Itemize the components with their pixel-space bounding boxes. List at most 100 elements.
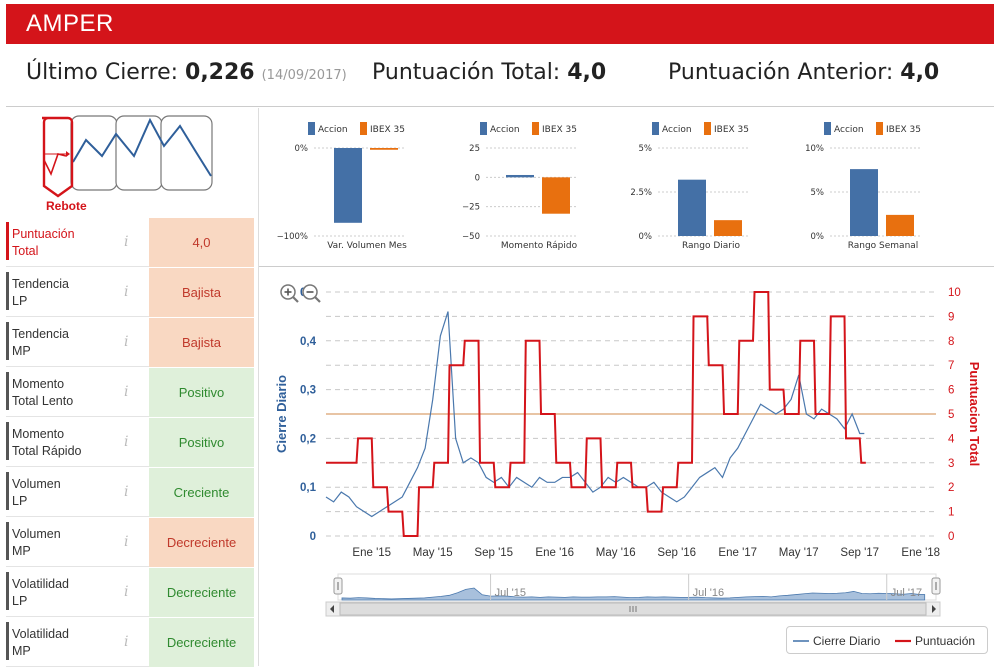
y-right-tick: 8 xyxy=(948,336,954,348)
navigator-label: Jul '15 xyxy=(495,587,526,599)
indicator-value: Bajista xyxy=(149,318,254,367)
legend-swatch-ibex xyxy=(360,122,367,135)
x-tick-label: Ene '17 xyxy=(718,547,757,559)
previous-score: Puntuación Anterior: 4,0 xyxy=(668,60,940,85)
bar-ibex[interactable] xyxy=(886,214,914,236)
y-right-tick: 5 xyxy=(948,409,954,421)
indicator-value: Bajista xyxy=(149,268,254,317)
bar-accion[interactable] xyxy=(334,148,362,223)
indicator-value: Positivo xyxy=(149,418,254,467)
y-left-tick: 0,2 xyxy=(300,433,316,445)
legend-swatch-accion xyxy=(480,122,487,135)
zoom-out-icon[interactable] xyxy=(302,284,321,303)
row-accent xyxy=(6,222,9,260)
info-icon[interactable]: i xyxy=(124,534,129,550)
mini-legend: Accion IBEX 35 xyxy=(308,122,405,135)
info-icon[interactable]: i xyxy=(124,234,129,250)
legend-puntuacion[interactable]: Puntuación xyxy=(915,634,975,648)
legend-ibex: IBEX 35 xyxy=(886,125,921,135)
bar-accion[interactable] xyxy=(506,174,534,178)
y-tick-label: 0 xyxy=(475,173,480,183)
chart-title: Var. Volumen Mes xyxy=(327,241,407,251)
y-tick-label: −50 xyxy=(462,232,480,242)
indicator-row: Volatilidad MP i Decreciente xyxy=(6,618,254,667)
indicator-value: Decreciente xyxy=(149,518,254,567)
chart-legend[interactable]: Cierre Diario Puntuación xyxy=(786,626,988,654)
y-left-tick: 0 xyxy=(310,531,316,543)
last-close-value: 0,226 xyxy=(185,60,255,85)
indicator-row: Momento Total Lento i Positivo xyxy=(6,368,254,417)
row-accent xyxy=(6,322,9,360)
summary-bar: Último Cierre: 0,226 (14/09/2017) Puntua… xyxy=(0,60,994,94)
range-navigator[interactable]: Jul '15 Jul '16 Jul '17 xyxy=(333,573,941,601)
total-score-value: 4,0 xyxy=(567,60,607,85)
legend-swatch-ibex xyxy=(704,122,711,135)
indicator-value: Decreciente xyxy=(149,568,254,617)
y-tick-label: −25 xyxy=(462,203,480,213)
legend-swatch-accion xyxy=(652,122,659,135)
indicator-value: 4,0 xyxy=(149,218,254,267)
y-right-label: Puntuacion Total xyxy=(967,362,982,466)
y-right-tick: 7 xyxy=(948,360,954,372)
mini-chart-momento: Accion IBEX 35 25 0 −25 −50 Momento Rápido xyxy=(442,118,612,258)
bar-ibex[interactable] xyxy=(370,148,398,150)
bar-accion[interactable] xyxy=(850,169,878,236)
info-icon[interactable]: i xyxy=(124,434,129,450)
indicator-value: Creciente xyxy=(149,468,254,517)
indicator-row: Puntuación Total i 4,0 xyxy=(6,218,254,267)
info-icon[interactable]: i xyxy=(124,284,129,300)
legend-ibex: IBEX 35 xyxy=(714,125,749,135)
info-icon[interactable]: i xyxy=(124,384,129,400)
legend-cierre[interactable]: Cierre Diario xyxy=(813,634,881,648)
app-title: AMPER xyxy=(26,10,114,37)
signal-label: Rebote xyxy=(46,199,87,213)
y-tick-label: 2.5% xyxy=(630,188,652,198)
indicator-value: Decreciente xyxy=(149,618,254,667)
bar-chart-svg: Accion IBEX 35 0% −100% Var. Volumen Mes xyxy=(277,122,407,251)
info-icon[interactable]: i xyxy=(124,484,129,500)
info-icon[interactable]: i xyxy=(124,634,129,650)
series-puntuacion[interactable] xyxy=(326,291,866,537)
x-tick-label: Sep '17 xyxy=(840,547,879,559)
bar-accion[interactable] xyxy=(678,179,706,236)
indicator-row: Volatilidad LP i Decreciente xyxy=(6,568,254,617)
navigator-label: Jul '16 xyxy=(693,587,724,599)
y-right-tick: 9 xyxy=(948,311,954,323)
info-icon[interactable]: i xyxy=(124,584,129,600)
info-icon[interactable]: i xyxy=(124,334,129,350)
y-tick-label: −100% xyxy=(277,232,308,242)
indicator-name: Momento Total Lento xyxy=(12,377,74,408)
chart-title: Rango Diario xyxy=(682,241,741,251)
series-cierre-diario[interactable] xyxy=(325,311,865,518)
navigator-scrollbar[interactable] xyxy=(325,601,941,617)
legend-swatch-ibex xyxy=(532,122,539,135)
legend-swatch-accion xyxy=(824,122,831,135)
zoom-in-icon[interactable] xyxy=(280,284,299,303)
row-accent xyxy=(6,572,9,610)
x-tick-label: May '17 xyxy=(779,547,819,559)
y-right-tick: 1 xyxy=(948,507,954,519)
navigator-area xyxy=(341,587,926,601)
row-accent xyxy=(6,522,9,560)
legend-accion: Accion xyxy=(834,125,864,135)
legend-accion: Accion xyxy=(318,125,348,135)
indicator-name: Momento Total Rápido xyxy=(12,427,82,458)
mini-legend: Accion IBEX 35 xyxy=(824,122,921,135)
mini-legend: Accion IBEX 35 xyxy=(480,122,577,135)
bar-chart-svg: Accion IBEX 35 25 0 −25 −50 Momento Rápido xyxy=(462,122,578,251)
bar-ibex[interactable] xyxy=(542,177,570,214)
mini-chart-volumen: Accion IBEX 35 0% −100% Var. Volumen Mes xyxy=(270,118,440,258)
indicator-name: Volumen LP xyxy=(12,477,61,508)
row-accent xyxy=(6,272,9,310)
bar-ibex[interactable] xyxy=(714,220,742,236)
indicator-name: Tendencia MP xyxy=(12,327,69,358)
y-tick-label: 10% xyxy=(805,144,824,154)
x-tick-label: Sep '16 xyxy=(657,547,696,559)
bar-chart-svg: Accion IBEX 35 10% 5% 0% Rango Semanal xyxy=(805,122,921,251)
y-tick-label: 0% xyxy=(639,232,653,242)
y-tick-label: 0% xyxy=(811,232,825,242)
indicator-name: Puntuación Total xyxy=(12,227,75,258)
indicator-name: Volatilidad MP xyxy=(12,627,69,658)
y-right-tick: 6 xyxy=(948,385,954,397)
